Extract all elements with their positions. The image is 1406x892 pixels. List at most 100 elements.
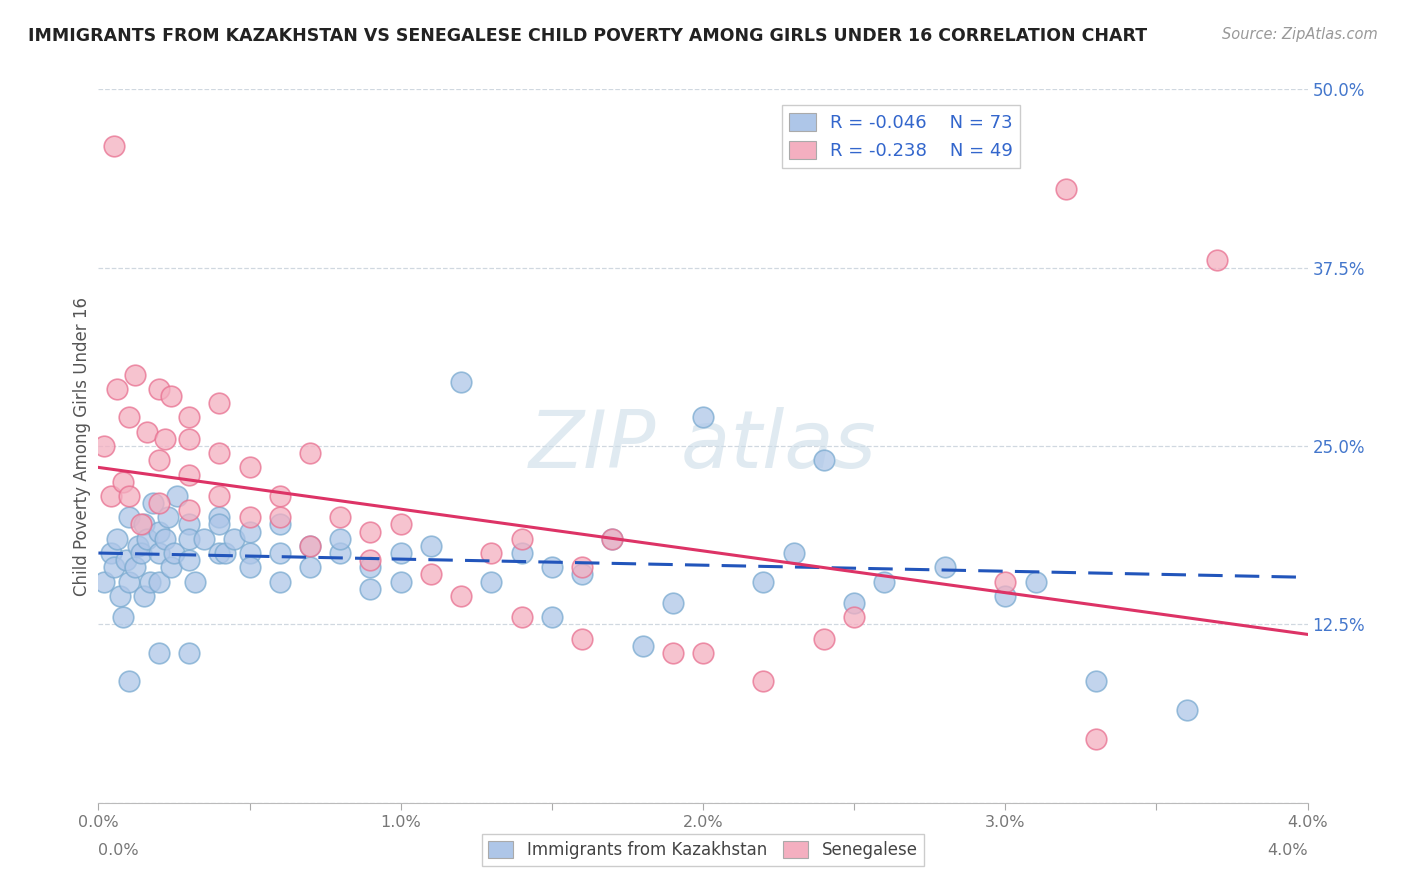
Point [132, 589, 155, 603]
Point [208, 446, 231, 460]
Point [239, 524, 262, 539]
Text: 4.0%: 4.0% [1267, 843, 1308, 858]
Point [541, 560, 564, 574]
Point [450, 589, 472, 603]
Point [93, 439, 115, 453]
Point [118, 574, 141, 589]
Point [179, 646, 201, 660]
Point [813, 632, 835, 646]
Point [1206, 253, 1229, 268]
Point [541, 610, 564, 624]
Point [1025, 574, 1047, 589]
Point [208, 396, 231, 410]
Point [510, 532, 533, 546]
Point [179, 553, 201, 567]
Point [299, 539, 322, 553]
Point [1175, 703, 1198, 717]
Point [269, 489, 291, 503]
Point [360, 553, 382, 567]
Point [844, 596, 866, 610]
Point [156, 510, 179, 524]
Point [105, 532, 128, 546]
Point [129, 517, 152, 532]
Point [1085, 731, 1108, 746]
Y-axis label: Child Poverty Among Girls Under 16: Child Poverty Among Girls Under 16 [73, 296, 91, 596]
Point [481, 574, 503, 589]
Point [329, 532, 352, 546]
Point [160, 389, 183, 403]
Point [124, 560, 146, 574]
Point [184, 574, 207, 589]
Point [752, 674, 775, 689]
Point [114, 553, 136, 567]
Text: ZIP atlas: ZIP atlas [529, 407, 877, 485]
Text: Source: ZipAtlas.com: Source: ZipAtlas.com [1222, 27, 1378, 42]
Point [179, 503, 201, 517]
Point [148, 382, 170, 396]
Point [179, 532, 201, 546]
Point [105, 382, 128, 396]
Point [239, 460, 262, 475]
Point [420, 539, 443, 553]
Point [571, 632, 593, 646]
Point [329, 546, 352, 560]
Point [160, 560, 183, 574]
Point [179, 467, 201, 482]
Point [752, 574, 775, 589]
Point [118, 410, 141, 425]
Point [662, 646, 685, 660]
Point [299, 560, 322, 574]
Point [239, 510, 262, 524]
Point [163, 546, 186, 560]
Point [148, 546, 170, 560]
Point [299, 539, 322, 553]
Point [193, 532, 215, 546]
Point [1085, 674, 1108, 689]
Point [631, 639, 654, 653]
Point [179, 410, 201, 425]
Point [571, 567, 593, 582]
Point [100, 546, 122, 560]
Point [208, 517, 231, 532]
Point [662, 596, 685, 610]
Point [100, 489, 122, 503]
Point [360, 582, 382, 596]
Point [103, 139, 125, 153]
Point [602, 532, 624, 546]
Point [153, 432, 176, 446]
Point [124, 368, 146, 382]
Point [450, 375, 472, 389]
Point [844, 610, 866, 624]
Point [103, 560, 125, 574]
Point [153, 532, 176, 546]
Point [148, 496, 170, 510]
Point [118, 510, 141, 524]
Point [118, 674, 141, 689]
Point [269, 517, 291, 532]
Point [239, 560, 262, 574]
Point [142, 496, 165, 510]
Point [108, 589, 131, 603]
Point [360, 560, 382, 574]
Point [269, 510, 291, 524]
Point [224, 532, 246, 546]
Point [118, 489, 141, 503]
Point [783, 546, 806, 560]
Point [148, 646, 170, 660]
Point [873, 574, 896, 589]
Text: 0.0%: 0.0% [98, 843, 139, 858]
Point [994, 574, 1017, 589]
Point [129, 546, 152, 560]
Point [360, 524, 382, 539]
Point [139, 574, 162, 589]
Point [602, 532, 624, 546]
Point [208, 510, 231, 524]
Point [127, 539, 149, 553]
Point [692, 646, 714, 660]
Point [208, 489, 231, 503]
Point [132, 517, 155, 532]
Point [389, 517, 412, 532]
Point [389, 546, 412, 560]
Point [179, 432, 201, 446]
Point [1054, 182, 1077, 196]
